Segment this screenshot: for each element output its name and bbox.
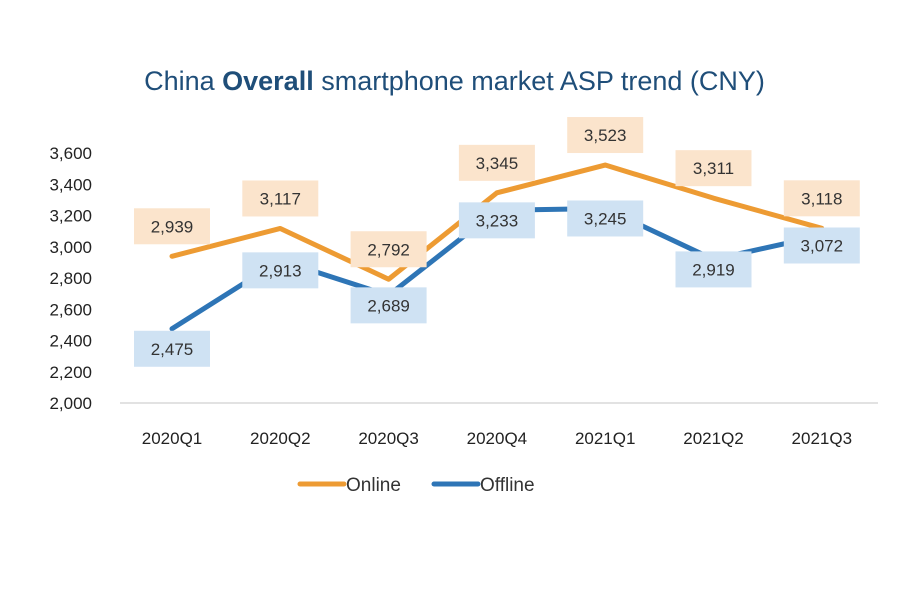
data-label-online: 3,523: [584, 126, 627, 145]
chart-title-suffix: smartphone market ASP trend (CNY): [313, 66, 765, 96]
data-label-online: 2,792: [367, 240, 410, 259]
data-label-box-offline: [458, 202, 535, 239]
y-tick-label: 3,200: [49, 207, 92, 226]
chart-title: China Overall smartphone market ASP tren…: [0, 66, 909, 97]
data-label-box-online: [242, 180, 319, 217]
x-tick-label: 2020Q2: [250, 429, 311, 448]
data-label-offline: 2,689: [367, 296, 410, 315]
x-tick-label: 2020Q1: [142, 429, 203, 448]
data-label-box-offline: [675, 251, 752, 288]
x-tick-label: 2021Q1: [575, 429, 636, 448]
y-tick-label: 2,200: [49, 363, 92, 382]
data-label-online: 3,311: [693, 159, 734, 178]
data-label-online: 2,939: [151, 217, 194, 236]
x-tick-label: 2020Q3: [358, 429, 419, 448]
data-label-offline: 2,913: [259, 261, 302, 280]
data-label-offline: 2,919: [692, 260, 735, 279]
y-tick-label: 2,400: [49, 332, 92, 351]
chart-title-bold: Overall: [222, 66, 314, 96]
data-label-online: 3,118: [801, 189, 842, 208]
y-tick-label: 2,000: [49, 394, 92, 413]
data-label-box-online: [458, 144, 535, 181]
data-label-offline: 3,245: [584, 209, 627, 228]
data-label-offline: 3,233: [476, 211, 519, 230]
y-tick-label: 3,000: [49, 238, 92, 257]
legend-label-online: Online: [346, 475, 401, 496]
x-tick-label: 2021Q3: [792, 429, 853, 448]
data-label-box-online: [783, 180, 860, 217]
data-label-box-online: [134, 208, 210, 245]
data-label-online: 3,345: [476, 154, 519, 173]
data-label-box-offline: [134, 330, 210, 367]
y-tick-label: 2,600: [49, 300, 92, 319]
chart-title-prefix: China: [144, 66, 223, 96]
data-label-box-offline: [783, 227, 860, 264]
legend-label-offline: Offline: [480, 475, 535, 496]
x-tick-label: 2021Q2: [683, 429, 744, 448]
data-label-offline: 3,072: [801, 237, 844, 256]
data-label-offline: 2,475: [151, 340, 194, 359]
data-label-box-online: [350, 231, 427, 268]
y-tick-label: 3,600: [49, 144, 92, 163]
data-label-box-online: [567, 117, 644, 154]
data-label-box-online: [675, 150, 752, 187]
data-label-online: 3,117: [260, 189, 301, 208]
x-tick-label: 2020Q4: [467, 429, 528, 448]
data-label-box-offline: [242, 252, 319, 289]
series-line-online: [169, 162, 825, 282]
y-tick-label: 2,800: [49, 269, 92, 288]
data-label-box-offline: [567, 200, 644, 237]
y-tick-label: 3,400: [49, 175, 92, 194]
data-label-box-offline: [350, 287, 427, 324]
